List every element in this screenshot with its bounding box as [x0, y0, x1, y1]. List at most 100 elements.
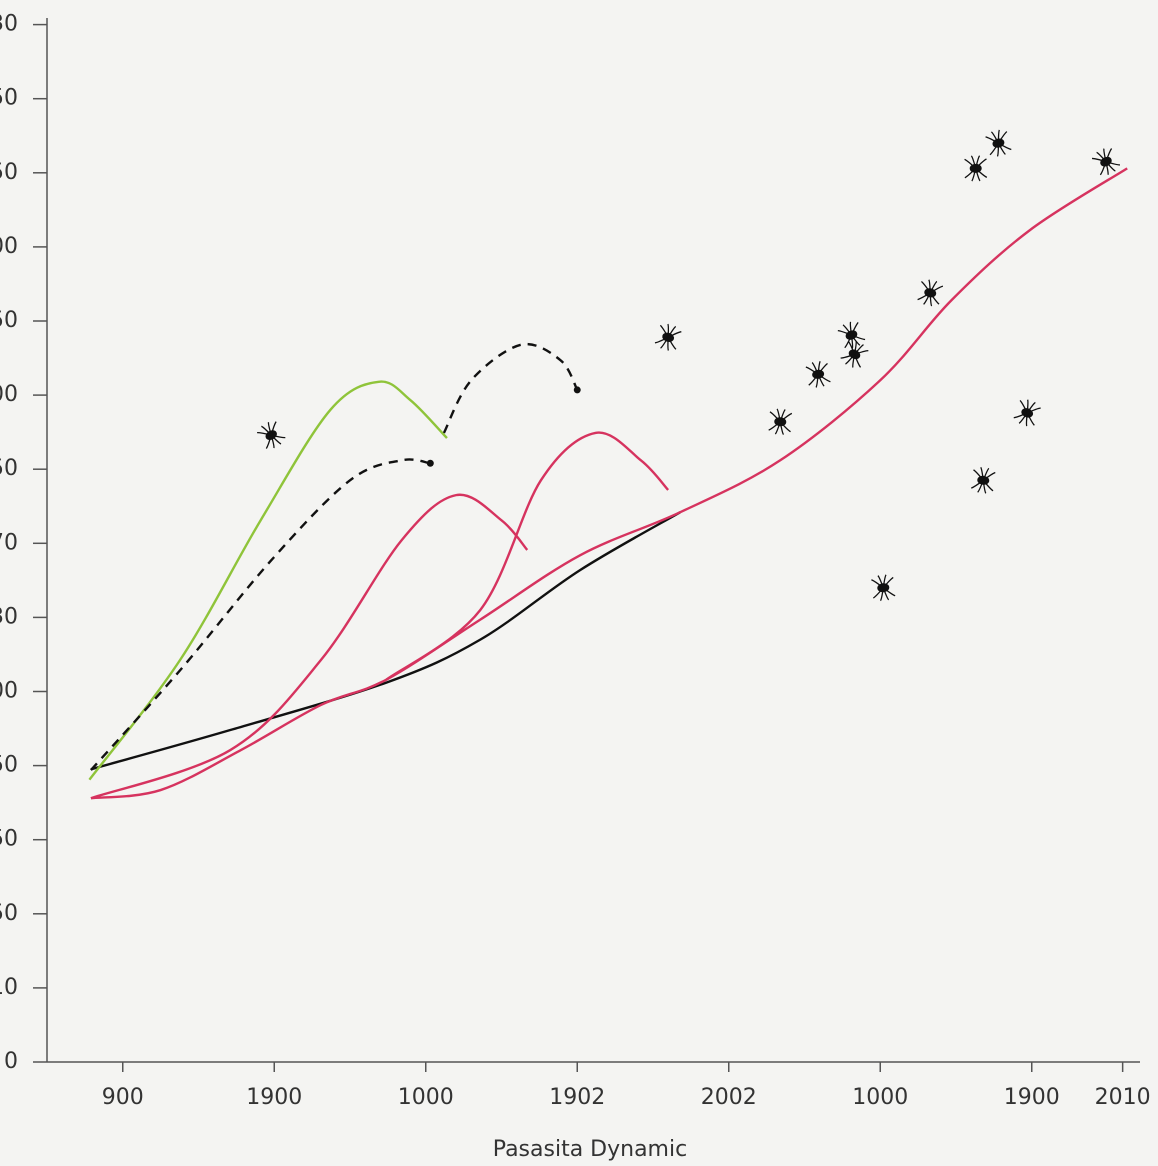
spider-leg	[975, 158, 987, 169]
spider-leg	[1025, 412, 1028, 427]
spider-leg	[817, 374, 825, 387]
line	[385, 431, 670, 681]
spider-leg	[261, 425, 272, 436]
spider-leg	[975, 168, 981, 182]
x-tick-label: 1902	[549, 1085, 605, 1110]
y-tick-label: 00	[0, 382, 18, 407]
spider-leg	[882, 574, 887, 588]
spider-leg	[1103, 148, 1107, 162]
x-tick-label: 1000	[852, 1085, 908, 1110]
spider-leg	[769, 411, 781, 423]
line	[90, 493, 529, 800]
spider-leg	[917, 292, 931, 301]
spider-leg	[982, 479, 994, 492]
spider-leg	[660, 336, 669, 349]
y-tick-label: 50	[0, 901, 18, 926]
spider-leg	[779, 421, 791, 433]
spider-leg	[989, 142, 999, 156]
y-tick-label: 0	[4, 1049, 18, 1074]
spider-point	[768, 408, 793, 436]
spider-leg	[975, 155, 981, 169]
spider-leg	[929, 285, 944, 294]
spider-leg	[996, 143, 1000, 157]
y-tick-label: 50	[0, 456, 18, 481]
spider-leg	[929, 292, 933, 307]
spider-leg	[971, 479, 984, 489]
spider-leg	[654, 336, 669, 344]
line	[88, 380, 448, 781]
spider-leg	[667, 336, 677, 350]
spider-leg	[847, 340, 856, 355]
spider-leg	[1105, 161, 1109, 175]
y-tick-label: 50	[0, 753, 18, 778]
spider-leg	[1105, 161, 1116, 172]
spider-leg	[667, 331, 682, 338]
x-tick-label: 1900	[246, 1085, 302, 1110]
spider-leg	[845, 353, 855, 365]
spider-leg	[817, 373, 831, 383]
spider-leg	[779, 421, 785, 436]
spider-leg	[997, 142, 1006, 155]
spider-leg	[882, 587, 896, 597]
spider-leg	[779, 409, 786, 422]
spider-leg	[815, 374, 819, 388]
line	[442, 342, 579, 434]
spider-point	[964, 155, 988, 182]
spider-leg	[997, 129, 1000, 144]
spider-leg	[779, 412, 793, 423]
spider-leg	[849, 321, 853, 336]
spider-leg	[840, 353, 855, 359]
spider-point	[805, 360, 831, 388]
spider-leg	[964, 167, 977, 179]
spider-point	[837, 321, 866, 349]
spider-point	[257, 421, 286, 449]
spider-point	[971, 466, 996, 494]
spider-leg	[267, 421, 272, 436]
y-tick-label: 30	[0, 604, 18, 629]
x-tick-label: 1900	[1004, 1085, 1060, 1110]
y-tick-label: 50	[0, 160, 18, 185]
spider-leg	[850, 322, 859, 336]
spider-leg	[920, 281, 931, 294]
line	[90, 511, 681, 771]
spider-leg	[879, 587, 884, 602]
spider-leg	[837, 329, 852, 336]
spider-leg	[997, 131, 1008, 144]
spider-leg	[871, 579, 884, 589]
y-tick-label: 30	[0, 12, 18, 37]
spider-point	[871, 574, 896, 602]
spider-leg	[882, 576, 894, 589]
spider-leg	[667, 337, 670, 351]
spider-leg	[929, 292, 940, 305]
spider-leg	[980, 466, 984, 481]
spider-leg	[1013, 412, 1028, 419]
spider-leg	[853, 354, 862, 368]
spider-leg	[1026, 412, 1035, 426]
spider-leg	[982, 467, 990, 481]
x-tick-label: 2002	[701, 1085, 757, 1110]
spider-leg	[817, 363, 828, 375]
spider-leg	[852, 354, 856, 368]
spider-leg	[982, 480, 987, 494]
spider-leg	[667, 325, 677, 338]
spider-leg	[667, 323, 670, 338]
spider-leg	[928, 279, 931, 293]
spider-leg	[1026, 407, 1041, 414]
x-tick-label: 2010	[1095, 1085, 1151, 1110]
y-tick-label: 50	[0, 86, 18, 111]
spider-leg	[998, 142, 1012, 151]
y-tick-label: 10	[0, 975, 18, 1000]
spider-point	[840, 340, 869, 368]
y-tick-label: 00	[0, 679, 18, 704]
spider-point	[917, 279, 944, 307]
spider-leg	[774, 421, 781, 435]
line-end-dot	[426, 459, 434, 467]
spider-leg	[1026, 399, 1029, 413]
spider-leg	[1099, 161, 1107, 176]
spider-leg	[1018, 412, 1028, 424]
spider-leg	[850, 334, 861, 346]
line	[90, 458, 431, 771]
spider-leg	[768, 421, 781, 431]
spider-leg	[271, 434, 286, 439]
